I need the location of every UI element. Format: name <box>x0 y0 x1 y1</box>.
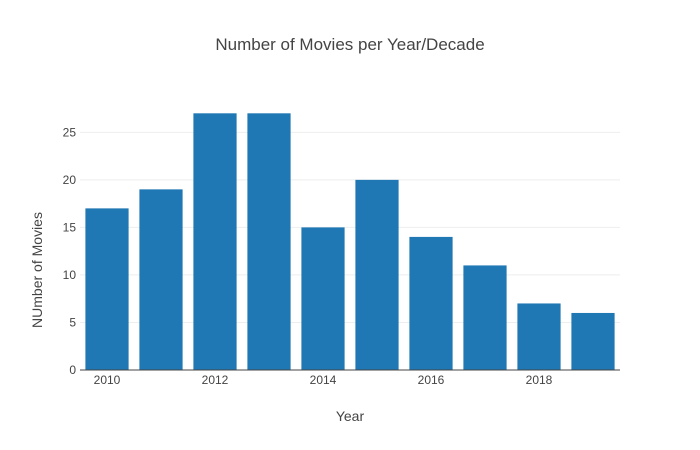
bar <box>355 179 399 370</box>
bar <box>193 113 237 370</box>
x-tick-label: 2016 <box>418 373 445 387</box>
y-tick-label: 15 <box>63 220 77 234</box>
x-tick-label: 2014 <box>310 373 337 387</box>
x-tick-label: 2012 <box>202 373 229 387</box>
x-axis-ticks: 2010 2012 2014 2016 2018 <box>94 373 553 387</box>
bars <box>85 113 615 370</box>
chart-title: Number of Movies per Year/Decade <box>215 35 484 54</box>
bar <box>139 189 183 370</box>
y-tick-label: 0 <box>69 363 76 377</box>
x-axis-label: Year <box>336 408 365 424</box>
bar <box>517 303 561 370</box>
bar <box>85 208 129 370</box>
bar <box>409 236 453 370</box>
y-axis-label: NUmber of Movies <box>29 212 45 328</box>
y-axis-ticks: 0 5 10 15 20 25 <box>63 125 77 377</box>
x-tick-label: 2018 <box>526 373 553 387</box>
x-tick-label: 2010 <box>94 373 121 387</box>
bar <box>301 227 345 370</box>
bar <box>247 113 291 370</box>
bar <box>571 312 615 370</box>
y-tick-label: 25 <box>63 125 77 139</box>
bar <box>463 265 507 370</box>
y-tick-label: 10 <box>63 268 77 282</box>
y-tick-label: 5 <box>69 315 76 329</box>
y-tick-label: 20 <box>63 173 77 187</box>
